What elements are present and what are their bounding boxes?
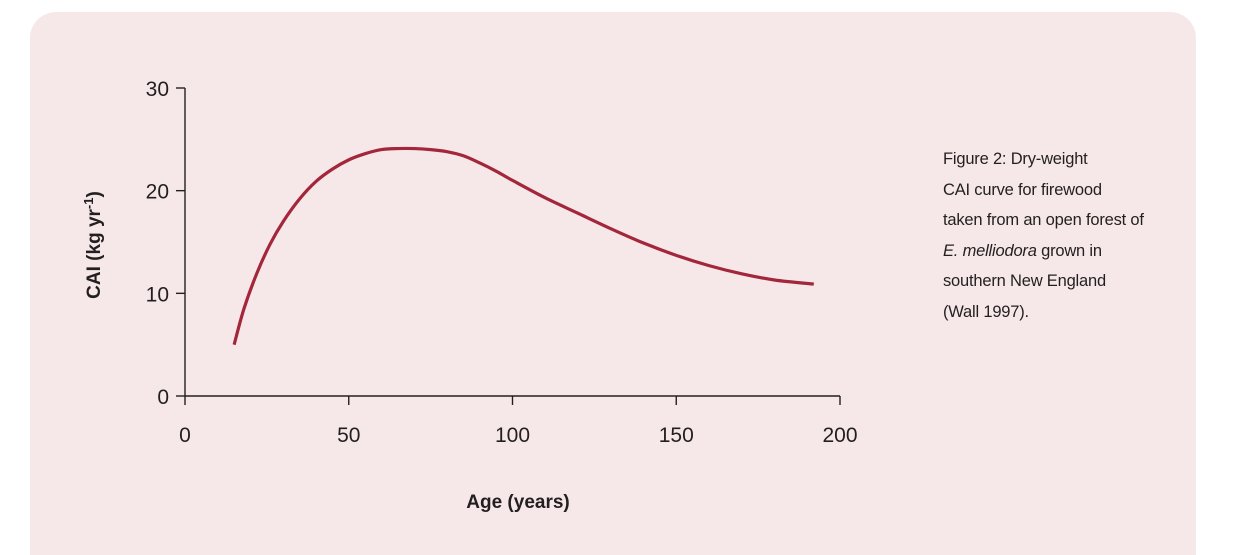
caption-line-1-text: Dry-weight [1006,150,1088,168]
caption-line-3: taken from an open forest of [943,211,1144,229]
caption-line-4: E. melliodora grown in [943,236,1183,267]
y-axis-label-close: ) [84,191,105,197]
caption-line-4-text: grown in [1036,241,1102,260]
y-tick-label: 0 [157,386,169,409]
y-axis-label: CAI (kg yr-1) [81,191,105,299]
chart-ticks: 0 50 100 150 200 0 10 20 30 [146,78,858,447]
caption-line-2: CAI curve for firewood [943,180,1102,199]
figure-panel [30,12,1196,555]
chart-series [232,146,814,346]
x-tick-label: 50 [337,424,360,447]
caption-species-name: E. melliodora [943,241,1037,260]
x-tick-label: 200 [822,424,857,447]
caption-line-5: southern New England [943,272,1106,290]
x-tick-label: 100 [495,424,530,447]
x-tick-label: 150 [659,424,694,447]
caption-line-6: (Wall 1997). [943,302,1029,321]
x-axis-label: Age (years) [466,492,570,513]
y-tick-label: 20 [146,181,169,204]
cai-curve [232,146,814,346]
caption-figure-label: Figure 2: [943,150,1007,168]
y-axis-label-main: CAI (kg yr [84,208,105,298]
x-tick-label: 0 [179,424,191,447]
y-axis-label-superscript: -1 [81,198,96,210]
chart-axes [184,88,840,397]
y-tick-label: 10 [146,283,169,306]
figure-caption: Figure 2: Dry-weight CAI curve for firew… [943,144,1183,327]
y-tick-label: 30 [146,78,169,101]
caption-line-1: Figure 2: Dry-weight [943,144,1183,175]
